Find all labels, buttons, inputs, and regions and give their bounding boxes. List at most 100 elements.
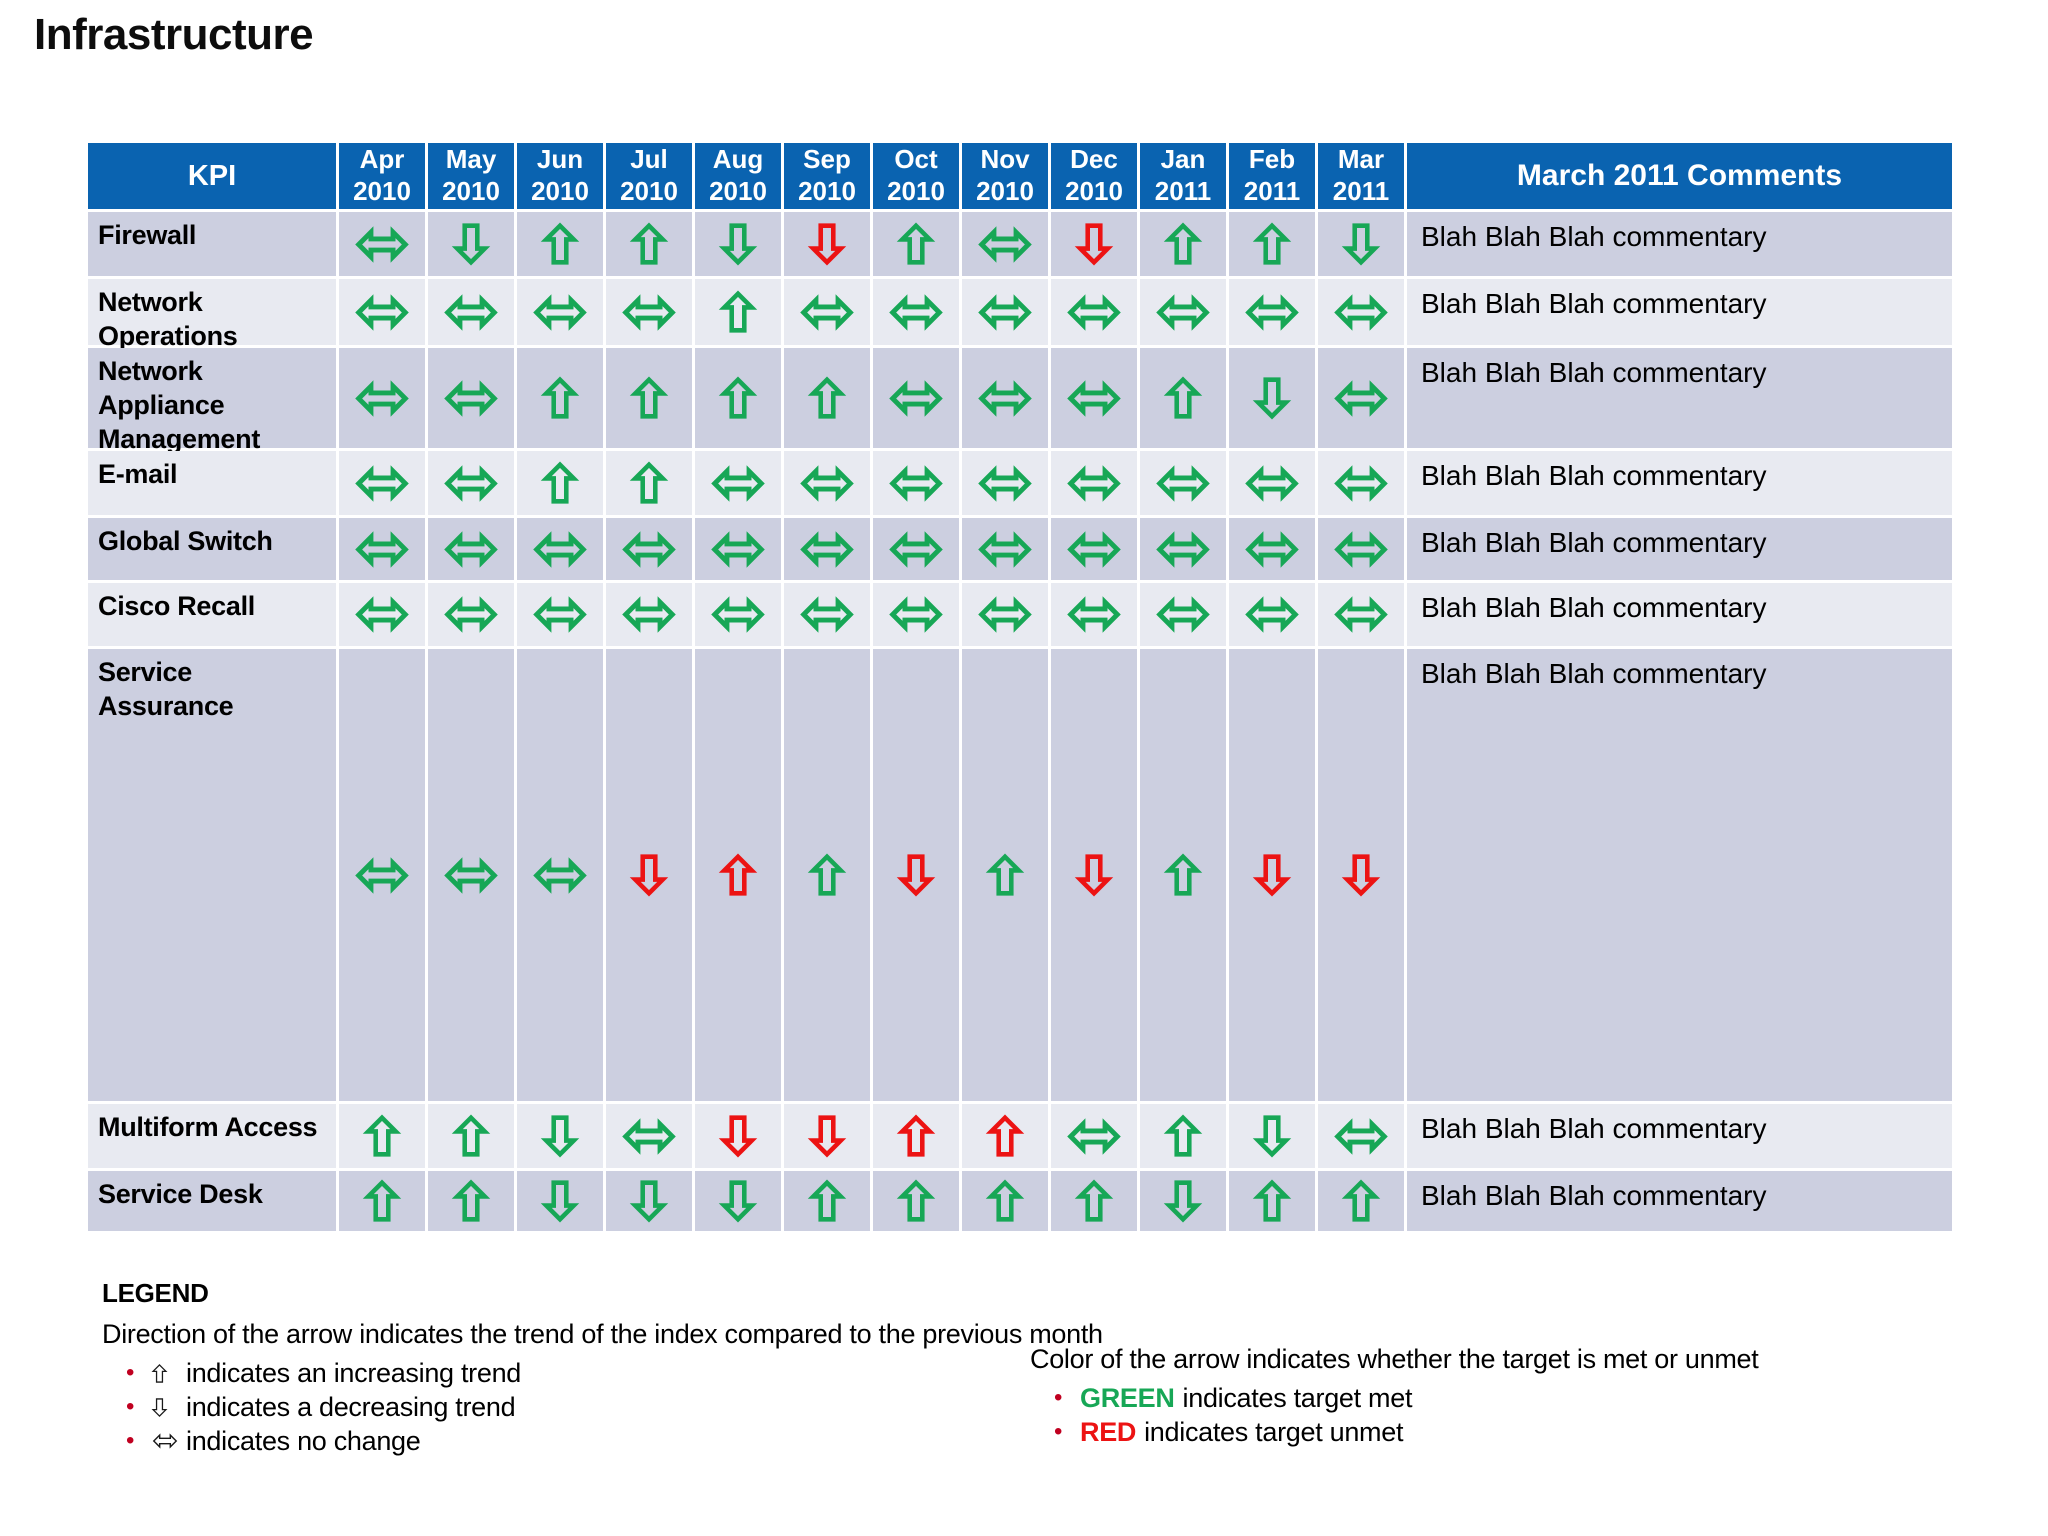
trend-down-arrow-icon (151, 1397, 168, 1417)
trend-cell-sep (784, 518, 870, 580)
trend-down-arrow-icon (1252, 854, 1292, 897)
kpi-label: E-mail (88, 451, 336, 515)
trend-no-change-arrow-icon (1334, 293, 1388, 331)
kpi-row-e-mail: E-mail Blah Blah Blah commentary (88, 451, 1955, 515)
trend-cell-nov (962, 451, 1048, 515)
trend-cell-dec (1051, 1171, 1137, 1231)
trend-cell-mar (1318, 212, 1404, 276)
trend-up-arrow-icon (985, 1179, 1025, 1222)
trend-cell-apr (339, 649, 425, 1101)
trend-up-arrow-icon (718, 290, 758, 333)
legend-item-up: • indicates an increasing trend (102, 1356, 1103, 1390)
trend-cell-jan (1140, 1104, 1226, 1168)
trend-down-arrow-icon (718, 1115, 758, 1158)
trend-cell-may (428, 1171, 514, 1231)
bullet-icon: • (1054, 1418, 1063, 1445)
trend-no-change-arrow-icon (800, 530, 854, 568)
trend-cell-may (428, 279, 514, 345)
trend-cell-dec (1051, 1104, 1137, 1168)
trend-cell-sep (784, 451, 870, 515)
kpi-label: Network Appliance Management (88, 348, 336, 454)
trend-cell-oct (873, 649, 959, 1101)
legend-item-text: indicates target unmet (1144, 1416, 1404, 1447)
trend-cell-nov (962, 212, 1048, 276)
legend-color-intro: Color of the arrow indicates whether the… (1030, 1344, 1759, 1374)
trend-cell-sep (784, 649, 870, 1101)
trend-cell-feb (1229, 279, 1315, 345)
trend-cell-apr (339, 212, 425, 276)
trend-cell-jun (517, 451, 603, 515)
trend-cell-may (428, 212, 514, 276)
trend-cell-dec (1051, 518, 1137, 580)
trend-cell-dec (1051, 212, 1137, 276)
legend-color-word: RED (1080, 1416, 1137, 1447)
trend-no-change-arrow-icon (444, 530, 498, 568)
trend-cell-mar (1318, 451, 1404, 515)
trend-up-arrow-icon (896, 222, 936, 265)
trend-cell-dec (1051, 348, 1137, 448)
trend-down-arrow-icon (1252, 377, 1292, 420)
trend-up-arrow-icon (1163, 853, 1203, 896)
kpi-row-multiform-access: Multiform Access Blah Blah Blah commentar… (88, 1104, 1955, 1168)
trend-cell-jul (606, 348, 692, 448)
trend-cell-jul (606, 649, 692, 1101)
legend-item-lr: • indicates no change (102, 1424, 1103, 1458)
trend-up-arrow-icon (718, 376, 758, 419)
comment-cell: Blah Blah Blah commentary (1407, 518, 1952, 580)
comment-cell: Blah Blah Blah commentary (1407, 212, 1952, 276)
trend-down-arrow-icon (807, 223, 847, 266)
trend-cell-may (428, 583, 514, 646)
trend-cell-jun (517, 212, 603, 276)
trend-down-arrow-icon (807, 1115, 847, 1158)
trend-down-arrow-icon (1252, 1115, 1292, 1158)
legend-item-text: indicates target met (1182, 1382, 1413, 1413)
legend-item-text: indicates an increasing trend (186, 1357, 522, 1388)
trend-no-change-arrow-icon (1334, 1117, 1388, 1155)
trend-no-change-arrow-icon (1245, 464, 1299, 502)
trend-cell-jul (606, 583, 692, 646)
bullet-icon: • (126, 1359, 135, 1386)
trend-no-change-arrow-icon (1067, 1117, 1121, 1155)
trend-cell-sep (784, 583, 870, 646)
trend-no-change-arrow-icon (355, 225, 409, 263)
trend-cell-may (428, 451, 514, 515)
trend-cell-jun (517, 279, 603, 345)
month-header-jul-2010: Jul 2010 (606, 143, 692, 209)
trend-cell-aug (695, 1104, 781, 1168)
trend-no-change-arrow-icon (1156, 530, 1210, 568)
trend-up-arrow-icon (1341, 1179, 1381, 1222)
trend-cell-may (428, 348, 514, 448)
trend-no-change-arrow-icon (533, 856, 587, 894)
trend-down-arrow-icon (540, 1180, 580, 1223)
trend-cell-dec (1051, 649, 1137, 1101)
legend-item-down: • indicates a decreasing trend (102, 1390, 1103, 1424)
month-header-dec-2010: Dec 2010 (1051, 143, 1137, 209)
kpi-label: Network Operations (88, 279, 336, 351)
trend-cell-jun (517, 1104, 603, 1168)
legend-title: LEGEND (102, 1278, 209, 1308)
trend-cell-jun (517, 1171, 603, 1231)
trend-cell-feb (1229, 518, 1315, 580)
kpi-row-cisco-recall: Cisco Recall Blah Blah Blah commentary (88, 583, 1955, 646)
trend-no-change-arrow-icon (355, 293, 409, 331)
trend-cell-jan (1140, 451, 1226, 515)
table-body: Firewall Blah Blah Blah commentary Network… (88, 212, 1955, 1231)
trend-cell-mar (1318, 583, 1404, 646)
trend-no-change-arrow-icon (800, 596, 854, 633)
trend-cell-aug (695, 1171, 781, 1231)
trend-cell-nov (962, 583, 1048, 646)
trend-down-arrow-icon (540, 1115, 580, 1158)
trend-cell-feb (1229, 451, 1315, 515)
trend-up-arrow-icon (985, 853, 1025, 896)
trend-no-change-arrow-icon (1334, 464, 1388, 502)
trend-cell-mar (1318, 649, 1404, 1101)
kpi-label: Service Desk (88, 1171, 336, 1231)
trend-cell-jan (1140, 649, 1226, 1101)
page-title: Infrastructure (34, 10, 314, 59)
trend-up-arrow-icon (540, 461, 580, 504)
trend-cell-apr (339, 348, 425, 448)
kpi-row-network-appliance-management: Network Appliance Management Blah Blah Bl… (88, 348, 1955, 454)
trend-up-arrow-icon (629, 461, 669, 504)
trend-no-change-arrow-icon (800, 464, 854, 502)
